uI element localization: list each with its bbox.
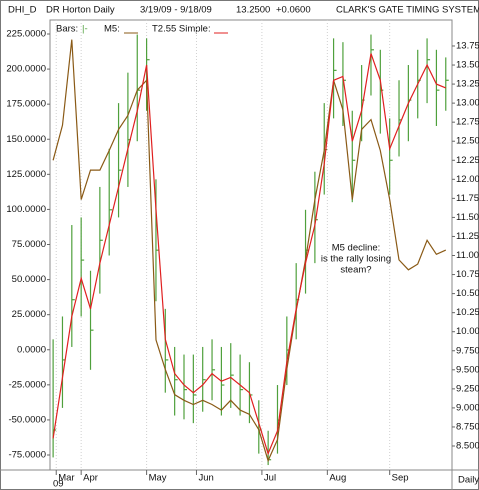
y-tick-label: 200.0000 — [6, 64, 46, 75]
price-change: +0.0600 — [276, 5, 311, 16]
y2-tick-label: 9.7500 — [456, 345, 479, 356]
y-tick-label: 225.0000 — [6, 29, 46, 40]
y2-tick-label: 12.0000 — [456, 174, 479, 185]
y2-tick-label: 12.2500 — [456, 155, 479, 166]
annotation: steam? — [340, 265, 371, 276]
y-tick-label: 175.0000 — [6, 99, 46, 110]
x-tick-label: Mar — [58, 473, 74, 484]
y2-tick-label: 10.0000 — [456, 326, 479, 337]
symbol: DHI_D — [8, 5, 37, 16]
y-tick-label: -75.0000 — [8, 450, 46, 461]
y2-tick-label: 11.0000 — [456, 250, 479, 261]
x-tick-label: May — [149, 473, 167, 484]
series-line — [52, 53, 447, 456]
legend-label: T2.55 Simple: — [152, 24, 211, 35]
y-tick-label: 125.0000 — [6, 169, 46, 180]
x-tick-label: Aug — [329, 473, 346, 484]
date-range: 3/19/09 - 9/18/09 — [140, 5, 212, 16]
y2-tick-label: 13.5000 — [456, 60, 479, 71]
y2-tick-label: 10.7500 — [456, 269, 479, 280]
y2-tick-label: 8.7500 — [456, 421, 479, 432]
annotation: M5 decline: — [332, 243, 381, 254]
instrument-name: DR Horton Daily — [46, 5, 115, 16]
y-tick-label: 100.0000 — [6, 204, 46, 215]
series-line — [52, 39, 447, 463]
y2-tick-label: 9.5000 — [456, 364, 479, 375]
system-name: CLARK'S GATE TIMING SYSTEM © — [336, 5, 479, 16]
y2-tick-label: 11.5000 — [456, 212, 479, 223]
last-price: 13.2500 — [236, 5, 270, 16]
x-caption: Daily — [458, 475, 479, 486]
y2-tick-label: 10.5000 — [456, 288, 479, 299]
legend-label: M5: — [104, 24, 120, 35]
y-tick-label: 25.0000 — [12, 309, 46, 320]
y2-tick-label: 11.7500 — [456, 193, 479, 204]
y-tick-label: -25.0000 — [8, 379, 46, 390]
y-tick-label: -50.0000 — [8, 414, 46, 425]
x-year: 09 — [53, 479, 64, 490]
annotation: is the rally losing — [321, 254, 391, 265]
y2-tick-label: 13.0000 — [456, 98, 479, 109]
legend-label: Bars: — [56, 24, 78, 35]
y-tick-label: 150.0000 — [6, 134, 46, 145]
y-tick-label: 75.0000 — [12, 239, 46, 250]
y2-tick-label: 10.2500 — [456, 307, 479, 318]
y-tick-label: 0.0000 — [17, 344, 46, 355]
y2-tick-label: 13.7500 — [456, 40, 479, 51]
y2-tick-label: 12.5000 — [456, 136, 479, 147]
legend-symbol: |- — [82, 24, 88, 35]
y2-tick-label: 13.2500 — [456, 79, 479, 90]
y2-tick-label: 11.2500 — [456, 231, 479, 242]
x-tick-label: Jun — [198, 473, 213, 484]
y-tick-label: 50.0000 — [12, 274, 46, 285]
y2-tick-label: 9.0000 — [456, 402, 479, 413]
x-tick-label: Jul — [264, 473, 276, 484]
y2-tick-label: 8.5000 — [456, 441, 479, 452]
y2-tick-label: 9.2500 — [456, 383, 479, 394]
y2-tick-label: 12.7500 — [456, 117, 479, 128]
x-tick-label: Apr — [83, 473, 98, 484]
x-tick-label: Sep — [392, 473, 409, 484]
